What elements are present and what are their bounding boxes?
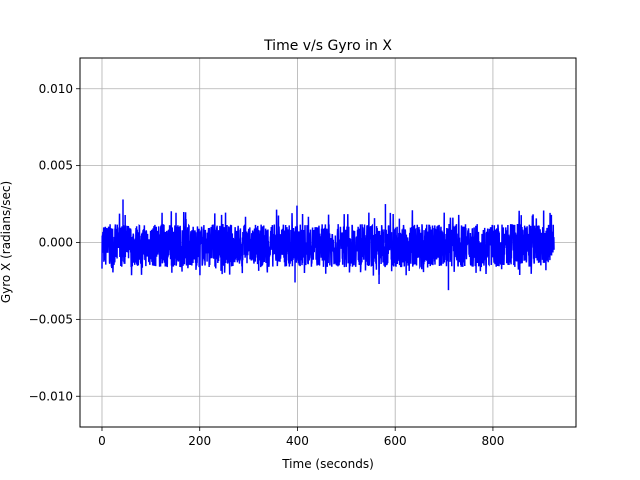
y-tick-label: 0.000 bbox=[39, 236, 73, 250]
y-axis-label: Gyro X (radians/sec) bbox=[0, 181, 13, 303]
y-tick-label: −0.005 bbox=[29, 312, 73, 326]
x-tick-label: 800 bbox=[481, 434, 504, 448]
x-tick-label: 0 bbox=[98, 434, 106, 448]
x-tick-label: 600 bbox=[384, 434, 407, 448]
series-gyro-x bbox=[101, 199, 555, 291]
x-tick-label: 200 bbox=[188, 434, 211, 448]
x-axis-ticks: 0 200 400 600 800 bbox=[98, 427, 504, 448]
chart-title: Time v/s Gyro in X bbox=[263, 38, 392, 54]
gyro-x-line bbox=[101, 209, 555, 276]
x-tick-label: 400 bbox=[286, 434, 309, 448]
y-tick-label: 0.005 bbox=[39, 159, 73, 173]
y-axis-ticks: −0.010 −0.005 0.000 0.005 0.010 bbox=[29, 82, 80, 403]
y-tick-label: 0.010 bbox=[39, 82, 73, 96]
y-tick-label: −0.010 bbox=[29, 389, 73, 403]
x-axis-label: Time (seconds) bbox=[281, 457, 374, 471]
